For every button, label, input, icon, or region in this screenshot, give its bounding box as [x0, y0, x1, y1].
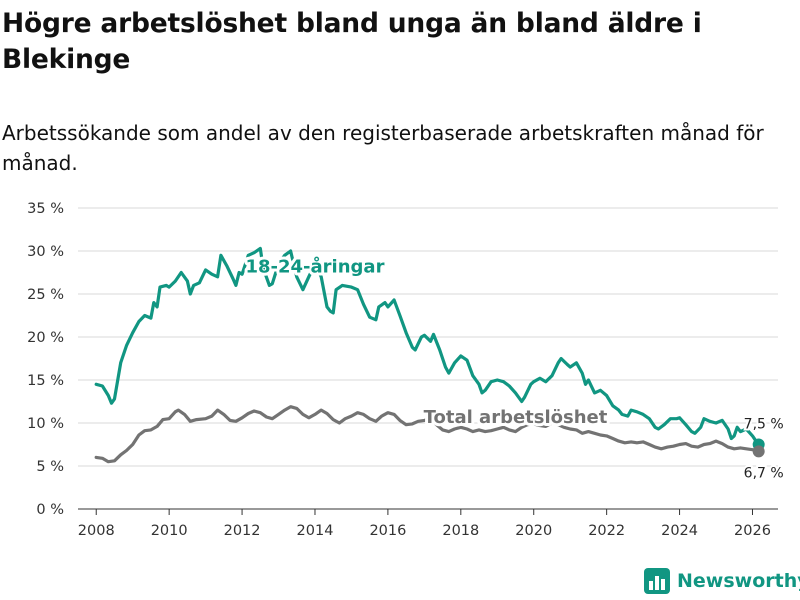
x-axis-ticks: 2008 2010 2012 2014 2016 2018 2020 2022 2024 2026 [78, 509, 771, 539]
y-tick-label: 5 % [36, 459, 64, 475]
y-tick-label: 15 % [27, 373, 64, 389]
gridlines [78, 207, 778, 467]
end-value-label: 6,7 % [744, 465, 784, 481]
annotation-label: 18-24-åringar [245, 256, 384, 278]
x-tick-label: 2010 [151, 523, 188, 539]
x-tick-label: 2012 [224, 523, 261, 539]
x-tick-label: 2016 [369, 523, 406, 539]
y-axis-ticks: 0 % 5 % 10 % 15 % 20 % 25 % 30 % 35 % [27, 201, 64, 518]
brand-name: Newsworthy [677, 570, 800, 592]
series-line-youth [94, 246, 761, 447]
x-tick-label: 2008 [78, 523, 115, 539]
x-tick-label: 2024 [661, 523, 698, 539]
x-tick-label: 2018 [442, 523, 479, 539]
x-tick-label: 2022 [588, 523, 625, 539]
y-tick-label: 30 % [27, 244, 64, 260]
annotation-label: Total arbetslöshet [424, 407, 608, 428]
series-end-markers: 7,5 % 6,7 % [742, 415, 786, 484]
y-tick-label: 20 % [27, 330, 64, 346]
y-tick-label: 0 % [36, 502, 64, 518]
y-tick-label: 10 % [27, 416, 64, 432]
series-lines [94, 246, 761, 464]
y-tick-label: 25 % [27, 287, 64, 303]
x-tick-label: 2026 [734, 523, 771, 539]
x-tick-label: 2014 [297, 523, 334, 539]
newsworthy-logo[interactable]: Newsworthy [644, 568, 800, 594]
series-line-total [94, 405, 761, 464]
end-marker [752, 445, 765, 458]
end-value-label: 7,5 % [744, 417, 784, 433]
series-annotations: 18-24-åringar Total arbetslöshet [242, 253, 610, 432]
chart-subtitle: Arbetssökande som andel av den registerb… [2, 121, 764, 175]
bar-chart-logo-icon [644, 568, 670, 594]
y-tick-label: 35 % [27, 201, 64, 217]
x-tick-label: 2020 [515, 523, 552, 539]
chart-title: Högre arbetslöshet bland unga än bland ä… [2, 8, 702, 75]
